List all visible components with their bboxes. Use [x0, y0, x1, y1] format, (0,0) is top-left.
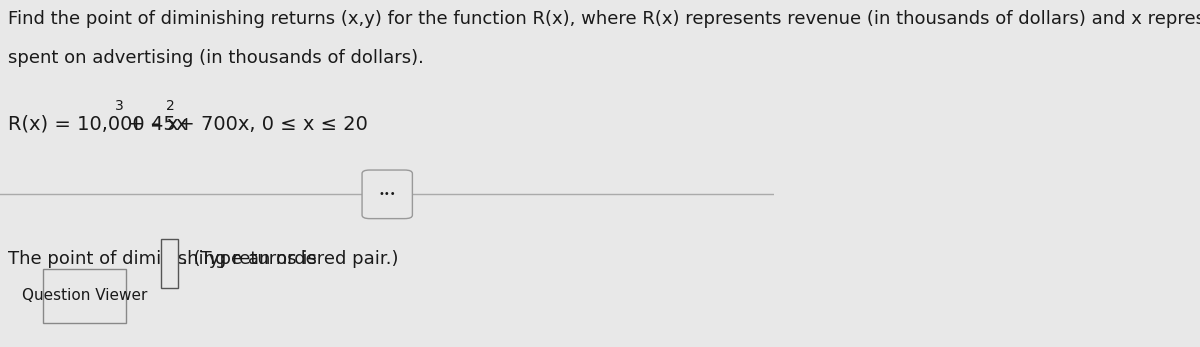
- Text: . (Type an ordered pair.): . (Type an ordered pair.): [182, 250, 398, 268]
- FancyBboxPatch shape: [362, 170, 413, 219]
- Text: Find the point of diminishing returns (x,y) for the function R(x), where R(x) re: Find the point of diminishing returns (x…: [7, 10, 1200, 28]
- Text: R(x) = 10,000 – x: R(x) = 10,000 – x: [7, 115, 179, 134]
- Text: 2: 2: [166, 99, 174, 113]
- Bar: [42, 269, 126, 323]
- Text: Question Viewer: Question Viewer: [22, 288, 148, 303]
- Text: 3: 3: [115, 99, 124, 113]
- Bar: [161, 239, 178, 288]
- Text: spent on advertising (in thousands of dollars).: spent on advertising (in thousands of do…: [7, 49, 424, 67]
- Text: •••: •••: [378, 189, 396, 199]
- Text: The point of diminishing returns is: The point of diminishing returns is: [7, 250, 323, 268]
- Text: + 45x: + 45x: [121, 115, 187, 134]
- Text: + 700x, 0 ≤ x ≤ 20: + 700x, 0 ≤ x ≤ 20: [172, 115, 368, 134]
